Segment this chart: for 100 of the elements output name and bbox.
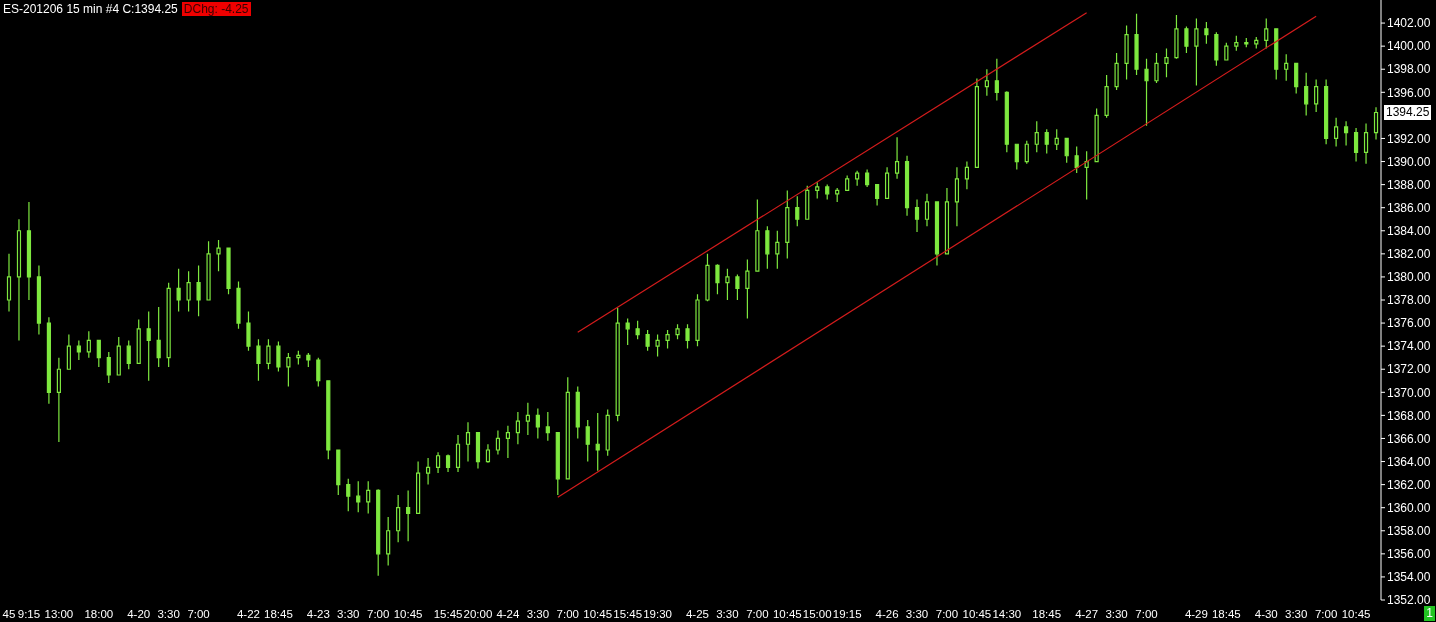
candlestick xyxy=(216,239,221,272)
candlestick xyxy=(6,253,12,313)
candlestick xyxy=(435,451,441,474)
y-tick-label: 1380.00 xyxy=(1387,270,1431,285)
candlestick xyxy=(116,336,121,376)
x-tick-label: 10:45 xyxy=(1341,608,1371,621)
candlestick xyxy=(695,293,700,347)
candlestick xyxy=(775,230,780,270)
x-tick-label: 3:30 xyxy=(337,608,360,621)
candlestick xyxy=(1304,72,1309,116)
candlestick xyxy=(1004,90,1009,153)
y-tick-label: 1390.00 xyxy=(1387,154,1431,169)
candlestick xyxy=(1274,28,1279,81)
candlestick xyxy=(86,330,91,359)
candlestick xyxy=(855,170,860,187)
y-tick-label: 1376.00 xyxy=(1387,316,1431,331)
candlestick xyxy=(1044,128,1049,155)
x-tick-label: 18:45 xyxy=(1032,608,1062,621)
candlestick xyxy=(1014,143,1019,171)
candlestick xyxy=(1134,13,1139,76)
candlestick xyxy=(585,419,590,463)
x-tick-label: 10:45 xyxy=(962,608,992,621)
x-tick-label: 18:45 xyxy=(1211,608,1241,621)
candlestick xyxy=(1254,36,1259,50)
candlestick xyxy=(366,480,371,515)
candlestick xyxy=(296,350,301,366)
candlestick xyxy=(835,187,840,203)
candlestick xyxy=(1234,35,1239,52)
candlestick xyxy=(705,253,710,302)
x-tick-label: 3:30 xyxy=(905,608,929,621)
y-tick-label: 1372.00 xyxy=(1387,362,1431,377)
candlestick xyxy=(944,187,950,255)
candlestick xyxy=(475,432,481,470)
candlestick xyxy=(406,489,411,542)
y-tick-label: 1370.00 xyxy=(1387,385,1431,400)
candlestick xyxy=(605,409,610,457)
candlestick xyxy=(725,268,730,301)
x-tick-label: 19:15 xyxy=(832,608,862,621)
x-tick-label: 4-30 xyxy=(1254,608,1278,621)
y-tick-label: 1386.00 xyxy=(1387,200,1431,215)
candlestick xyxy=(416,460,421,515)
candlestick xyxy=(455,434,461,473)
candlestick xyxy=(755,199,760,272)
y-tick-label: 1398.00 xyxy=(1387,62,1431,77)
candlestick xyxy=(1373,106,1379,141)
x-tick-label: 7:00 xyxy=(187,608,210,621)
x-tick-label: 7:00 xyxy=(935,608,959,621)
candlestick xyxy=(635,320,640,340)
candlestick xyxy=(76,339,81,361)
candlestick xyxy=(186,270,191,313)
candlestick xyxy=(445,454,451,473)
candlestick xyxy=(126,339,131,370)
candlestick xyxy=(176,268,181,313)
candlestick xyxy=(1154,52,1159,84)
candlestick xyxy=(286,352,291,388)
x-tick-label: 10:45 xyxy=(772,608,802,621)
candlestick xyxy=(625,317,630,346)
candlestick xyxy=(316,357,321,388)
y-tick-label: 1362.00 xyxy=(1387,477,1431,492)
candlestick xyxy=(785,189,790,260)
y-tick-label: 1378.00 xyxy=(1387,293,1431,308)
candlestick xyxy=(904,155,910,217)
x-tick-label: 18:00 xyxy=(84,608,114,621)
x-tick-label: 4-25 xyxy=(685,608,709,621)
x-tick-label: 3:30 xyxy=(1105,608,1128,621)
candlestick xyxy=(1104,74,1109,119)
y-tick-label: 1384.00 xyxy=(1387,224,1431,239)
x-tick-label: 15:45 xyxy=(433,608,463,621)
candlestick xyxy=(984,68,989,97)
candlestick xyxy=(1363,122,1369,165)
y-tick-label: 1358.00 xyxy=(1387,524,1431,539)
y-tick-label: 1356.00 xyxy=(1387,547,1431,562)
candlestick xyxy=(954,166,960,227)
candlestick xyxy=(884,166,890,200)
candlestick xyxy=(246,310,251,352)
candlestick xyxy=(645,329,650,352)
text: 1394.25 xyxy=(1384,104,1432,120)
candlestick xyxy=(1144,58,1149,127)
y-tick-label: 1392.00 xyxy=(1387,131,1431,146)
candlestick xyxy=(555,432,560,496)
candlestick xyxy=(1074,145,1079,174)
candlestick xyxy=(795,195,800,227)
candlestick xyxy=(266,338,271,370)
candlestick xyxy=(56,357,61,443)
x-tick-label: 4-22 xyxy=(236,608,260,621)
candlestick xyxy=(156,306,161,368)
x-tick-label: 7:00 xyxy=(1135,608,1158,621)
x-tick-label: 18:45 xyxy=(264,608,293,621)
candlestick xyxy=(346,478,351,512)
candlestick xyxy=(1343,120,1349,146)
candlestick xyxy=(256,338,261,382)
candlestick xyxy=(1024,140,1029,165)
x-tick-label: 45 xyxy=(2,608,16,621)
candlestick xyxy=(1064,137,1069,164)
y-tick-label: 1382.00 xyxy=(1387,247,1431,262)
candlestick xyxy=(665,329,670,350)
candlestick xyxy=(1164,47,1169,78)
candlestick xyxy=(1034,120,1039,153)
candlestick xyxy=(535,407,540,440)
candlestick xyxy=(745,259,750,320)
